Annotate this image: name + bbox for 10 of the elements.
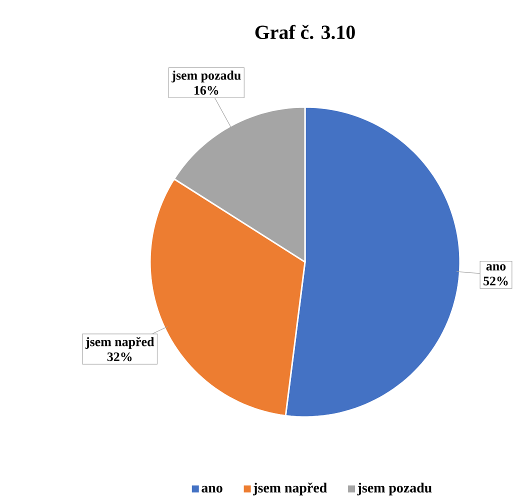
legend-label: jsem napřed — [253, 482, 327, 496]
legend-label: jsem pozadu — [357, 482, 432, 496]
slice-label: jsem napřed — [85, 336, 154, 349]
slice-label: ano — [486, 264, 506, 270]
data-label: 52% — [484, 276, 508, 286]
data-label: 16% — [194, 86, 218, 95]
slice-label: jsem pozadu — [172, 70, 241, 82]
chart-title: Graf č. 3.10 — [255, 24, 355, 40]
legend-label: ano — [202, 486, 222, 493]
data-label: 32% — [107, 352, 132, 362]
